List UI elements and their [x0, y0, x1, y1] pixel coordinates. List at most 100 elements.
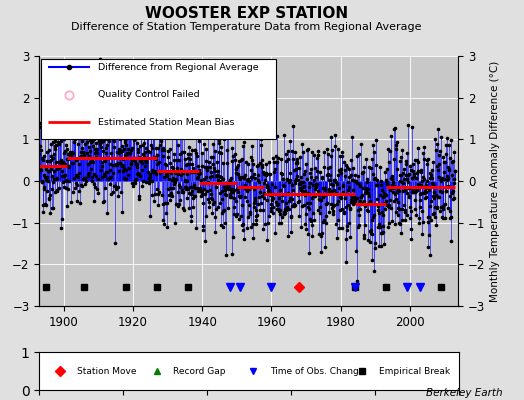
Point [119, 162, 127, 169]
Point [388, 181, 396, 188]
Point [361, 222, 369, 228]
Point [96, 141, 104, 147]
Point [136, 173, 144, 179]
Point [70, 116, 79, 122]
Point [183, 186, 192, 192]
Point [420, 144, 428, 151]
Point [303, 204, 312, 210]
Point [446, 208, 454, 214]
Point [279, 176, 288, 182]
Point [289, 201, 298, 208]
Point [209, 141, 217, 147]
Point [91, 140, 100, 147]
Point [241, 172, 249, 178]
Point [204, 196, 213, 202]
Point [208, 195, 216, 202]
Point [155, 133, 163, 139]
Point [451, 168, 459, 174]
Point [76, 127, 84, 134]
Point [409, 186, 417, 193]
Point [102, 144, 110, 151]
Point [404, 172, 412, 178]
Point [87, 89, 95, 96]
Point [114, 160, 122, 166]
Point [212, 173, 220, 179]
Point [122, 132, 130, 138]
Point [379, 212, 388, 218]
Point [321, 187, 329, 194]
Point [363, 179, 371, 186]
Point [399, 166, 408, 173]
Point [94, 189, 102, 196]
Point [163, 148, 172, 154]
Point [134, 146, 142, 153]
Point [390, 156, 398, 162]
Point [59, 159, 67, 166]
Point [105, 138, 113, 144]
Point [272, 152, 280, 159]
Point [294, 213, 303, 220]
Point [115, 167, 124, 174]
Point [379, 229, 387, 236]
Point [50, 168, 58, 174]
Point [321, 185, 329, 192]
Point [243, 176, 252, 183]
Point [366, 239, 375, 246]
Point [281, 158, 290, 164]
Point [192, 126, 200, 133]
Point [237, 157, 245, 163]
Point [237, 193, 246, 199]
Point [189, 195, 198, 202]
Point [38, 179, 47, 186]
Point [285, 198, 293, 204]
Point [325, 177, 333, 184]
Point [421, 194, 430, 200]
Point [356, 183, 365, 190]
Point [416, 191, 424, 198]
Point [252, 220, 260, 227]
Point [244, 160, 252, 167]
Point [212, 206, 221, 212]
Point [80, 175, 88, 182]
Point [339, 189, 347, 195]
Point [292, 173, 301, 179]
Point [300, 171, 308, 177]
Point [337, 170, 345, 176]
Point [371, 244, 379, 251]
Point [235, 216, 243, 222]
Point [408, 168, 417, 174]
Point [182, 162, 190, 168]
Point [73, 182, 82, 188]
Point [337, 149, 346, 156]
Point [362, 188, 370, 195]
Point [105, 155, 113, 162]
Point [212, 184, 220, 190]
Point [36, 120, 45, 126]
Point [128, 180, 136, 186]
Point [359, 232, 368, 238]
Point [228, 158, 237, 164]
Point [188, 161, 196, 167]
Point [182, 161, 191, 167]
Point [179, 204, 188, 211]
Point [41, 166, 50, 172]
Point [86, 166, 95, 172]
Point [132, 176, 140, 182]
Point [154, 145, 162, 152]
Point [410, 189, 418, 195]
Point [341, 172, 349, 179]
Point [263, 184, 271, 190]
Point [71, 98, 80, 104]
Point [158, 192, 167, 198]
Point [160, 174, 168, 180]
Point [141, 179, 150, 186]
Point [347, 199, 355, 206]
Point [405, 185, 413, 192]
Point [79, 149, 87, 155]
Point [135, 154, 143, 160]
Point [170, 179, 179, 186]
Point [427, 172, 435, 178]
Point [266, 208, 275, 215]
Point [319, 190, 328, 197]
Point [106, 174, 115, 180]
